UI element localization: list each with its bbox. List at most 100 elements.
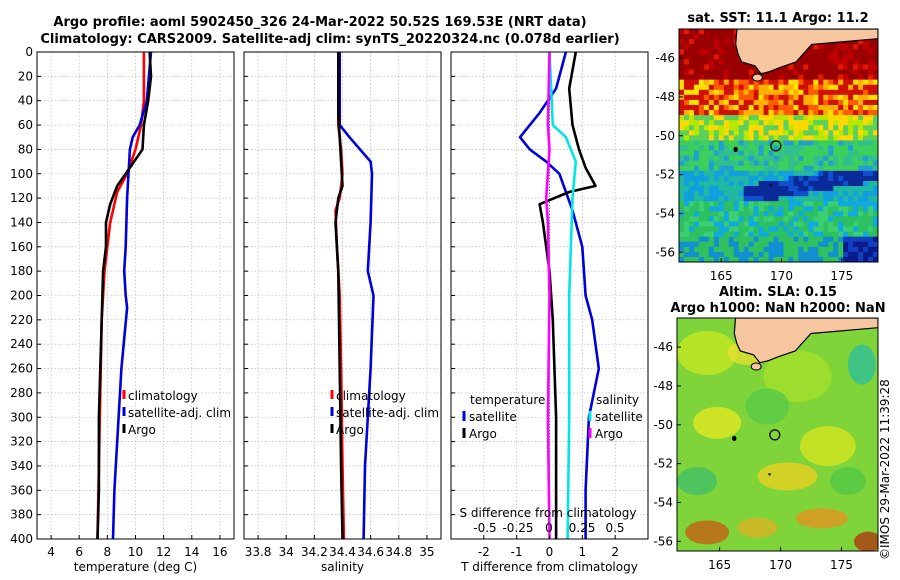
sst-cell (718, 226, 725, 233)
sst-cell (738, 155, 745, 162)
sst-cell (703, 74, 710, 81)
sst-cell (773, 160, 780, 167)
sst-cell (768, 115, 775, 121)
sst-cell (833, 231, 839, 238)
sst-cell (748, 170, 755, 177)
sst-cell (748, 251, 755, 258)
sst-cell (733, 125, 740, 131)
sst-cell (713, 231, 720, 238)
x-tick-label: 34.4 (329, 545, 356, 559)
sst-cell (733, 196, 740, 202)
sst-cell (688, 150, 695, 157)
sst-cell (848, 180, 854, 187)
sst-cell (838, 216, 844, 223)
sst-cell (813, 135, 819, 142)
sst-cell (698, 251, 705, 258)
sst-cell (858, 186, 864, 192)
sst-cell (853, 180, 859, 187)
sst-cell (858, 241, 864, 248)
sst-cell (863, 145, 869, 152)
sst-cell (713, 211, 720, 218)
sst-cell (718, 49, 725, 55)
sst-cell (743, 241, 750, 248)
x-tick-label: 34 (279, 545, 294, 559)
sst-cell (808, 135, 814, 142)
sst-cell (679, 216, 685, 223)
sst-cell (743, 226, 750, 233)
sst-cell (768, 160, 775, 167)
sst-cell (808, 175, 814, 182)
sst-cell (818, 206, 824, 212)
sst-cell (688, 89, 695, 96)
sst-cell (688, 191, 695, 197)
sst-cell (783, 79, 790, 86)
y-tick-label: 220 (10, 313, 33, 327)
sst-cell (698, 175, 705, 182)
sst-cell (833, 155, 839, 162)
sst-cell (823, 49, 829, 55)
sst-cell (679, 186, 685, 192)
sst-cell (733, 211, 740, 218)
sst-cell (808, 251, 814, 258)
sst-cell (783, 120, 790, 126)
sst-cell (858, 69, 864, 76)
sst-cell (823, 246, 829, 253)
sst-cell (848, 89, 854, 96)
sst-cell (693, 110, 700, 116)
sst-cell (753, 206, 760, 212)
sst-cell (828, 89, 834, 96)
sst-cell (828, 94, 834, 101)
sst-cell (813, 59, 819, 66)
sst-cell (763, 246, 770, 253)
y-tick-label: 0 (25, 45, 33, 59)
sst-cell (753, 251, 760, 258)
y-tick-label: -46 (653, 340, 673, 354)
sst-cell (833, 211, 839, 218)
sst-cell (693, 155, 700, 162)
sst-cell (708, 64, 715, 71)
sst-cell (853, 74, 859, 81)
sst-cell (783, 206, 790, 212)
sst-cell (728, 170, 735, 177)
sst-cell (698, 191, 705, 197)
sst-cell (828, 69, 834, 76)
sst-cell (693, 140, 700, 147)
sst-cell (703, 135, 710, 142)
sst-cell (828, 191, 834, 197)
sst-cell (833, 256, 839, 262)
sst-cell (838, 79, 844, 86)
sst-cell (808, 160, 814, 167)
sst-cell (679, 135, 685, 142)
y-tick-label: -46 (655, 51, 675, 65)
sst-cell (793, 196, 799, 202)
sst-cell (753, 135, 760, 142)
sst-cell (713, 69, 720, 76)
sst-cell (708, 226, 715, 233)
sst-cell (863, 201, 869, 207)
x-tick-label: 34.8 (385, 545, 412, 559)
sst-cell (873, 125, 878, 131)
sst-cell (688, 226, 695, 233)
sst-cell (708, 115, 715, 121)
sst-cell (728, 74, 735, 81)
sst-cell (868, 115, 874, 121)
sst-cell (693, 170, 700, 177)
sst-cell (848, 74, 854, 81)
sst-cell (853, 251, 859, 258)
sst-cell (728, 150, 735, 157)
sst-cell (778, 241, 785, 248)
sst-cell (793, 84, 799, 91)
sst-cell (853, 155, 859, 162)
sst-cell (848, 110, 854, 116)
sst-cell (778, 84, 785, 91)
sst-cell (803, 135, 809, 142)
sst-cell (818, 59, 824, 66)
sst-cell (713, 115, 720, 121)
sst-cell (679, 196, 685, 202)
sla-blob (853, 531, 878, 551)
sst-cell (753, 231, 760, 238)
sst-cell (708, 180, 715, 187)
sst-cell (783, 160, 790, 167)
sst-cell (783, 99, 790, 106)
